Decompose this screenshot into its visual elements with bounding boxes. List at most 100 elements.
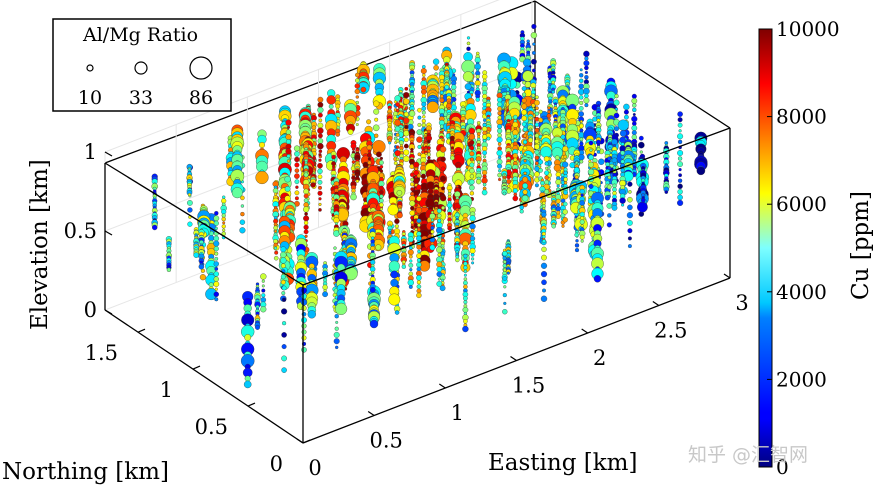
data-point <box>523 171 527 175</box>
data-point <box>466 36 471 40</box>
data-point <box>375 244 382 251</box>
x-tick-mark <box>723 273 731 279</box>
data-point <box>469 157 474 162</box>
data-point <box>294 179 300 185</box>
data-point <box>621 203 625 207</box>
colorbar-tick-label: 10000 <box>776 17 840 41</box>
data-point <box>355 78 360 83</box>
data-point <box>301 347 307 353</box>
data-point <box>497 106 502 112</box>
data-point <box>303 193 309 199</box>
data-point <box>285 139 292 145</box>
data-point <box>562 209 568 215</box>
data-point <box>317 127 324 134</box>
colorbar-label: Cu [ppm] <box>848 191 874 300</box>
data-point <box>547 110 551 114</box>
data-point <box>379 160 384 165</box>
data-point <box>619 197 626 204</box>
data-point <box>535 161 539 166</box>
colorbar-tick-label: 6000 <box>776 192 827 216</box>
data-point <box>213 215 220 222</box>
data-point <box>561 224 565 228</box>
data-point <box>534 138 540 144</box>
data-point <box>619 129 627 137</box>
data-point <box>403 92 410 99</box>
data-point <box>332 158 336 162</box>
data-point <box>678 173 682 178</box>
data-point <box>259 142 265 148</box>
data-point <box>579 78 584 83</box>
data-point <box>613 112 620 119</box>
data-point <box>294 196 299 201</box>
data-point <box>421 89 427 95</box>
data-point <box>555 179 562 185</box>
data-point <box>408 254 413 259</box>
data-point <box>272 187 279 194</box>
data-point <box>294 190 300 196</box>
data-point <box>417 152 422 157</box>
data-point <box>403 111 409 117</box>
data-point <box>579 234 585 240</box>
data-point <box>388 260 400 272</box>
data-point <box>677 150 684 156</box>
data-point <box>627 204 633 211</box>
data-points <box>151 23 708 389</box>
data-point <box>394 218 400 224</box>
data-point <box>317 174 323 180</box>
data-point <box>541 279 547 286</box>
data-point <box>395 102 400 107</box>
data-point <box>394 95 401 102</box>
data-point <box>286 159 291 163</box>
data-point <box>551 223 556 229</box>
data-point <box>367 157 371 161</box>
data-point <box>367 152 372 158</box>
data-point <box>463 265 468 270</box>
data-point <box>427 143 431 147</box>
data-point <box>534 133 540 138</box>
data-point <box>394 310 400 315</box>
data-point <box>497 124 503 129</box>
data-point <box>588 161 594 168</box>
data-point <box>317 162 323 169</box>
data-point <box>512 153 518 159</box>
z-tick-mark <box>104 230 113 236</box>
data-point <box>408 262 414 268</box>
data-point <box>607 194 611 198</box>
data-point <box>395 139 400 143</box>
data-point <box>413 161 420 168</box>
data-point <box>469 145 475 151</box>
data-point <box>677 122 683 128</box>
data-point <box>523 159 527 163</box>
data-point <box>611 205 618 211</box>
data-point <box>506 118 511 123</box>
data-point <box>463 269 468 274</box>
data-point <box>677 189 683 195</box>
data-point <box>335 345 339 350</box>
data-point <box>409 268 413 272</box>
data-point <box>503 260 507 264</box>
data-point <box>280 257 287 264</box>
data-point <box>521 103 528 110</box>
data-point <box>403 117 410 124</box>
data-point <box>476 84 480 88</box>
data-point <box>555 171 561 178</box>
data-point <box>440 156 446 162</box>
data-point <box>544 175 549 180</box>
data-point <box>606 222 612 228</box>
data-point <box>379 189 384 195</box>
data-point <box>502 250 508 257</box>
data-point <box>462 306 469 313</box>
data-point <box>580 224 584 228</box>
data-point <box>579 120 583 123</box>
colorbar-tick-label: 8000 <box>776 105 827 129</box>
data-point <box>523 133 528 138</box>
data-point <box>505 87 510 92</box>
data-point <box>274 229 278 233</box>
data-point <box>579 68 583 72</box>
data-point <box>421 101 427 107</box>
data-point <box>417 122 422 127</box>
data-point <box>300 299 308 306</box>
data-point <box>214 226 218 230</box>
data-point <box>563 154 568 159</box>
